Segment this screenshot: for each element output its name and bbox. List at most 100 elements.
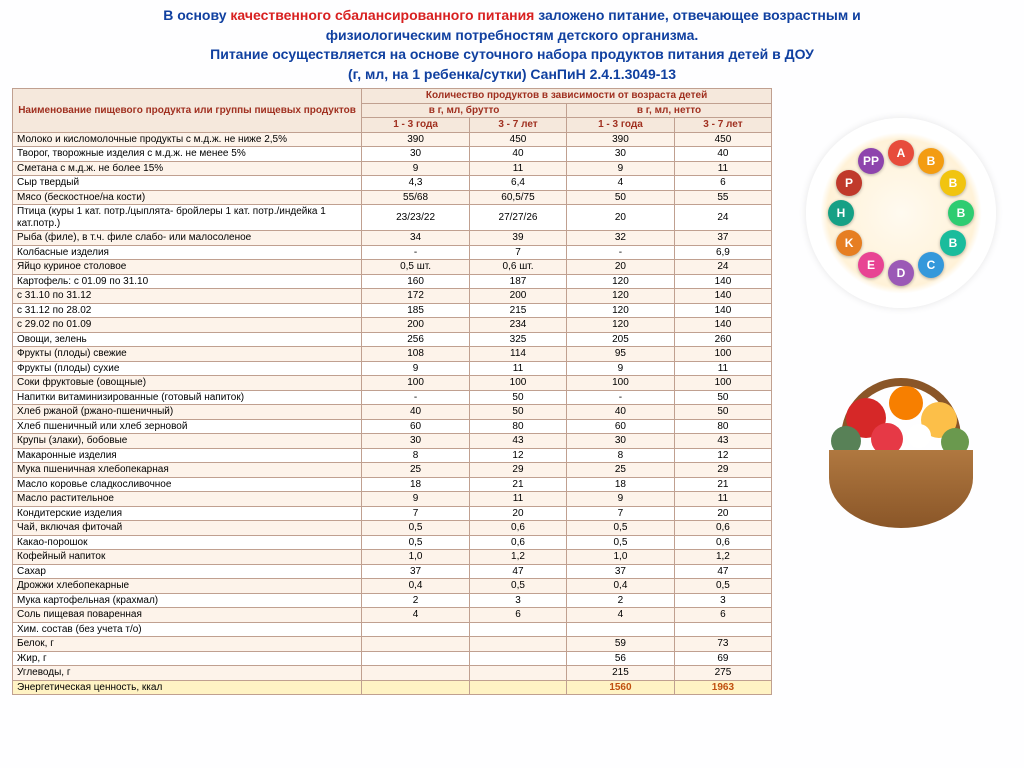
product-name-cell: Соль пищевая поваренная [13,608,362,623]
header-l2: физиологическим потребностям детского ор… [40,26,984,46]
product-name-cell: Овощи, зелень [13,332,362,347]
vitamin-bead: H [828,200,854,226]
value-cell: 0,5 [674,579,771,594]
value-cell [362,651,470,666]
product-name-cell: Кондитерские изделия [13,506,362,521]
table-row: с 29.02 по 01.09200234120140 [13,318,772,333]
value-cell: 47 [469,564,566,579]
table-row: Мука пшеничная хлебопекарная25292529 [13,463,772,478]
value-cell: 140 [674,274,771,289]
value-cell: 50 [674,405,771,420]
value-cell: 37 [362,564,470,579]
table-row: Молоко и кисломолочные продукты с м.д.ж.… [13,132,772,147]
table-row: Белок, г5973 [13,637,772,652]
value-cell: 0,5 [362,521,470,536]
vitamin-bead: B [940,230,966,256]
product-name-cell: Масло коровье сладкосливочное [13,477,362,492]
value-cell: 21 [674,477,771,492]
value-cell: 24 [674,205,771,231]
value-cell: 275 [674,666,771,681]
value-cell: 50 [674,390,771,405]
value-cell: 100 [567,376,675,391]
table-row: с 31.12 по 28.02185215120140 [13,303,772,318]
table-row: Масло коровье сладкосливочное18211821 [13,477,772,492]
vitamin-bead: D [888,260,914,286]
value-cell: 9 [362,492,470,507]
product-name-cell: Рыба (филе), в т.ч. филе слабо- или мало… [13,231,362,246]
value-cell: - [362,390,470,405]
table-row: Колбасные изделия-7-6,9 [13,245,772,260]
value-cell: 11 [674,361,771,376]
value-cell: 60 [567,419,675,434]
value-cell: 325 [469,332,566,347]
value-cell: 0,4 [567,579,675,594]
product-name-cell: Белок, г [13,637,362,652]
value-cell: 0,5 [362,535,470,550]
value-cell: 3 [469,593,566,608]
table-row: Дрожжи хлебопекарные0,40,50,40,5 [13,579,772,594]
value-cell: 43 [674,434,771,449]
table-row: Масло растительное911911 [13,492,772,507]
value-cell: 50 [469,390,566,405]
col-netto: в г, мл, нетто [567,103,772,118]
value-cell: 205 [567,332,675,347]
product-name-cell: Сыр твердый [13,176,362,191]
col-brutto: в г, мл, брутто [362,103,567,118]
value-cell: 260 [674,332,771,347]
value-cell: 37 [567,564,675,579]
value-cell: 4,3 [362,176,470,191]
value-cell: 0,5 [469,579,566,594]
value-cell: 27/27/26 [469,205,566,231]
value-cell [469,651,566,666]
value-cell: 4 [567,176,675,191]
vitamin-bead: P [836,170,862,196]
value-cell: 18 [567,477,675,492]
value-cell: - [567,390,675,405]
vitamin-bead: K [836,230,862,256]
value-cell: 140 [674,289,771,304]
header-l1-pre: В основу [163,7,230,23]
product-name-cell: Мука картофельная (крахмал) [13,593,362,608]
value-cell: 6 [674,608,771,623]
value-cell: 73 [674,637,771,652]
value-cell: 390 [362,132,470,147]
table-row: Фрукты (плоды) свежие10811495100 [13,347,772,362]
value-cell: 21 [469,477,566,492]
value-cell: 160 [362,274,470,289]
value-cell: 100 [469,376,566,391]
value-cell: 29 [674,463,771,478]
value-cell: 55/68 [362,190,470,205]
vitamin-bead: PP [858,148,884,174]
value-cell: 1,2 [469,550,566,565]
value-cell: 185 [362,303,470,318]
value-cell: 100 [674,347,771,362]
product-name-cell: Мясо (бескостное/на кости) [13,190,362,205]
table-row: Овощи, зелень256325205260 [13,332,772,347]
value-cell: 24 [674,260,771,275]
value-cell: 3 [674,593,771,608]
value-cell: 34 [362,231,470,246]
product-name-cell: Жир, г [13,651,362,666]
value-cell: 43 [469,434,566,449]
value-cell: 32 [567,231,675,246]
product-name-cell: с 31.10 по 31.12 [13,289,362,304]
value-cell: 120 [567,303,675,318]
table-row: Соки фруктовые (овощные)100100100100 [13,376,772,391]
value-cell: 200 [469,289,566,304]
value-cell: 11 [469,361,566,376]
value-cell: 60 [362,419,470,434]
vitamin-bead: C [918,252,944,278]
table-row: Жир, г5669 [13,651,772,666]
value-cell: 450 [674,132,771,147]
product-name-cell: Мука пшеничная хлебопекарная [13,463,362,478]
value-cell: 187 [469,274,566,289]
col-age37b: 3 - 7 лет [674,118,771,133]
value-cell: 40 [567,405,675,420]
product-name-cell: Хим. состав (без учета т/о) [13,622,362,637]
vitamin-bead: A [888,140,914,166]
value-cell: 80 [674,419,771,434]
col-group: Количество продуктов в зависимости от во… [362,89,772,104]
value-cell [362,680,470,695]
value-cell: 55 [674,190,771,205]
table-row: Птица (куры 1 кат. потр./цыплята- бройле… [13,205,772,231]
